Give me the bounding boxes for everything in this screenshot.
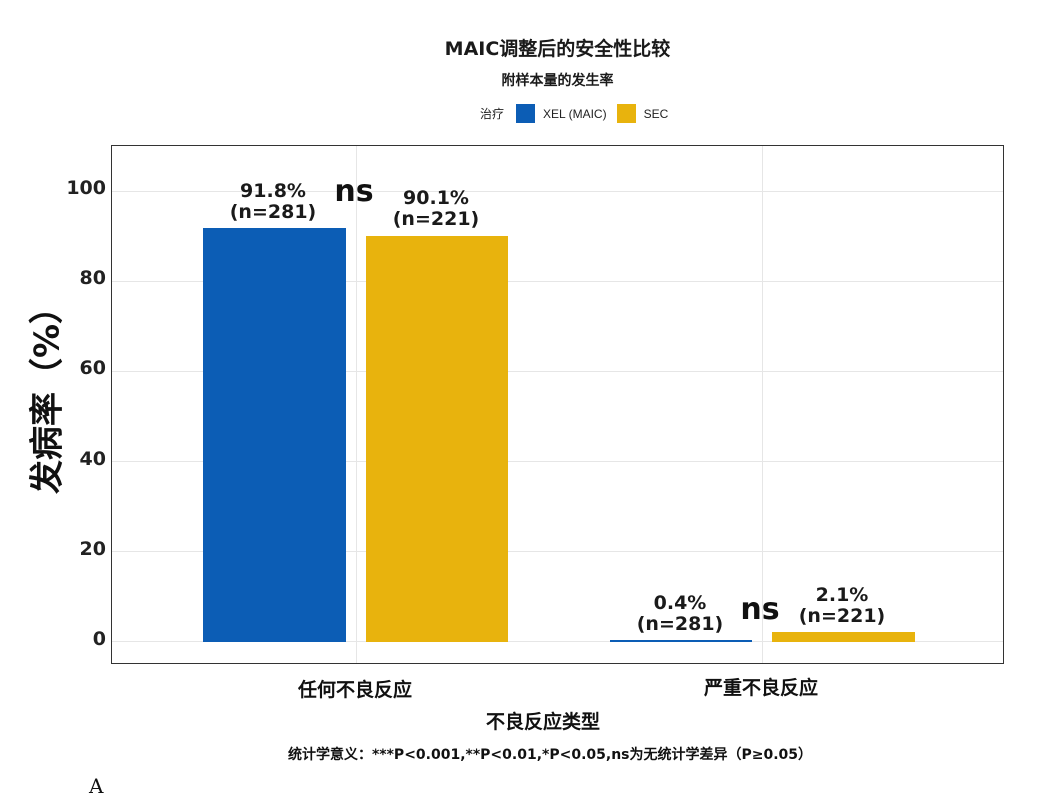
bar-sec-any-ae	[366, 236, 508, 642]
bar-sec-serious-ae	[772, 632, 915, 642]
gridline	[112, 551, 1003, 552]
bar-xel-serious-ae	[610, 640, 752, 642]
y-tick: 60	[79, 357, 106, 379]
gridline	[112, 461, 1003, 462]
bar-label-n: (n=281)	[229, 201, 317, 223]
bar-label-pct: 2.1%	[815, 584, 869, 606]
bar-label: 0.4% (n=281)	[600, 593, 760, 635]
gridline	[112, 641, 1003, 642]
x-axis-label: 不良反应类型	[485, 711, 600, 733]
y-tick: 80	[79, 267, 106, 289]
bar-label-pct: 90.1%	[403, 187, 469, 209]
legend-swatch-xel	[516, 104, 536, 123]
x-tick: 严重不良反应	[703, 677, 818, 699]
gridline	[762, 146, 763, 663]
legend-title: 治疗	[480, 107, 505, 121]
y-tick: 100	[66, 177, 106, 199]
bar-label: 91.8% (n=281)	[193, 181, 353, 223]
bar-xel-any-ae	[203, 228, 346, 642]
chart-subtitle: 附样本量的发生率	[501, 73, 614, 89]
gridline	[112, 371, 1003, 372]
panel-letter: A	[89, 774, 104, 798]
legend: 治疗 XEL (MAIC) SEC	[480, 104, 678, 123]
y-tick: 20	[79, 538, 106, 560]
x-tick: 任何不良反应	[297, 679, 412, 701]
bar-label-n: (n=281)	[636, 613, 724, 635]
gridline	[112, 191, 1003, 192]
bar-label: 90.1% (n=221)	[356, 188, 516, 230]
legend-label-sec: SEC	[643, 106, 669, 121]
significance-caption: 统计学意义：***P<0.001,**P<0.01,*P<0.05,ns为无统计…	[287, 747, 813, 763]
gridline	[356, 146, 357, 663]
bar-label-pct: 91.8%	[240, 180, 306, 202]
chart-title: MAIC调整后的安全性比较	[444, 38, 671, 60]
legend-swatch-sec	[616, 104, 636, 123]
bar-label-n: (n=221)	[392, 208, 480, 230]
plot-panel	[111, 145, 1004, 664]
y-tick: 40	[79, 448, 106, 470]
gridline	[112, 281, 1003, 282]
bar-label-pct: 0.4%	[653, 592, 707, 614]
legend-label-xel: XEL (MAIC)	[543, 106, 607, 121]
significance-marker: ns	[334, 174, 374, 209]
bar-label-n: (n=221)	[798, 605, 886, 627]
y-tick: 0	[92, 628, 106, 650]
bar-label: 2.1% (n=221)	[762, 585, 922, 627]
significance-marker: ns	[740, 592, 780, 627]
